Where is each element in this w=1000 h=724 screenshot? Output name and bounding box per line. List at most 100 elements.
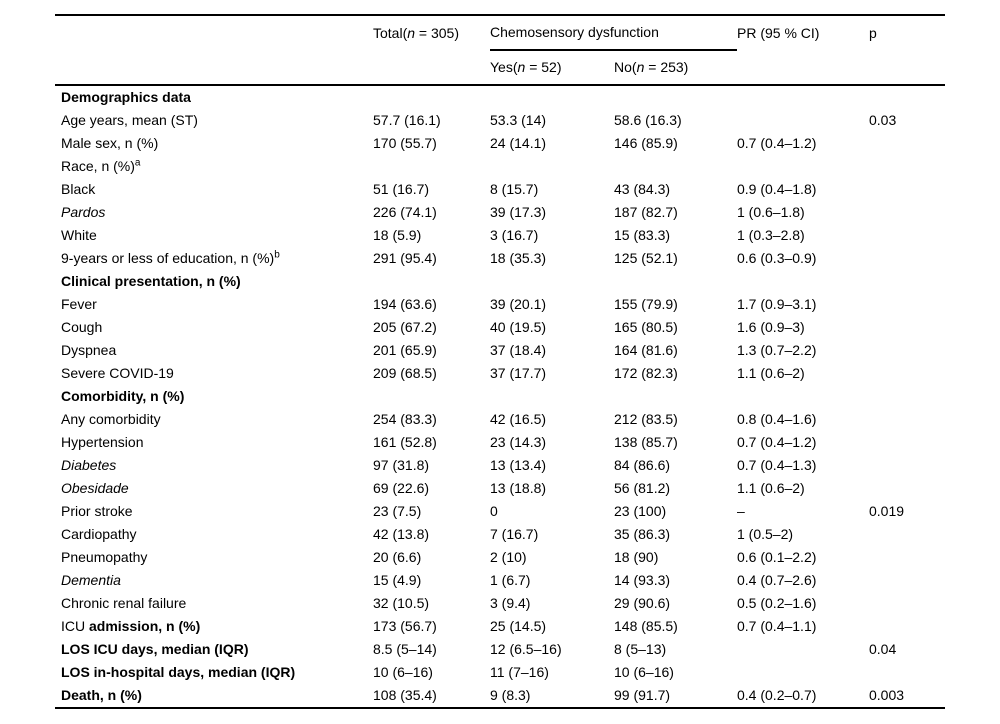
cell-p — [869, 385, 945, 408]
cell-yes: 2 (10) — [490, 549, 527, 566]
header-row-2: Yes(n = 52) No(n = 253) — [55, 50, 945, 86]
cell-total: 10 (6–16) — [373, 664, 433, 681]
row-label-text: Any comorbidity — [61, 411, 161, 428]
row-label: Severe COVID-19 — [55, 362, 373, 385]
header-empty — [55, 50, 373, 86]
cell-yes: 0 — [490, 503, 498, 520]
cell-pr — [737, 85, 869, 109]
cell-total: 57.7 (16.1) — [373, 112, 441, 129]
row-label: 9-years or less of education, n (%)b — [55, 247, 373, 270]
cell-yes: 37 (18.4) — [490, 342, 547, 359]
row-label: LOS ICU days, median (IQR) — [55, 638, 373, 661]
row-label: Prior stroke — [55, 500, 373, 523]
cell-p — [869, 316, 945, 339]
row-label: Clinical presentation, n (%) — [55, 270, 373, 293]
header-yes-pre: Yes( — [490, 59, 518, 76]
cell-yes: 1 (6.7) — [490, 572, 531, 589]
table-row: Pardos 226 (74.1) 39 (17.3) 187 (82.7) 1 (0.… — [55, 201, 945, 224]
row-label-text: LOS ICU days, median (IQR) — [61, 641, 249, 658]
cell-pr: 0.6 (0.3–0.9) — [737, 250, 817, 267]
header-empty — [737, 50, 869, 86]
cell-p — [869, 85, 945, 109]
row-label: Diabetes — [55, 454, 373, 477]
cell-p — [869, 592, 945, 615]
table-row: Cardiopathy 42 (13.8) 7 (16.7) 35 (86.3) 1 (… — [55, 523, 945, 546]
table-row: Hypertension 161 (52.8) 23 (14.3) 138 (85.7… — [55, 431, 945, 454]
cell-no — [614, 270, 737, 293]
cell-pr: 1.1 (0.6–2) — [737, 480, 805, 497]
cell-pr: 1 (0.3–2.8) — [737, 227, 805, 244]
cell-no: 43 (84.3) — [614, 181, 671, 198]
table-row: Pneumopathy 20 (6.6) 2 (10) 18 (90) 0.6 (0.1… — [55, 546, 945, 569]
cell-pr: 0.9 (0.4–1.8) — [737, 181, 817, 198]
row-label: Race, n (%)a — [55, 155, 373, 178]
row-label-text: Race, n (%) — [61, 158, 135, 175]
row-label: Obesidade — [55, 477, 373, 500]
table-row: Fever 194 (63.6) 39 (20.1) 155 (79.9) 1.7 (0… — [55, 293, 945, 316]
cell-total: 291 (95.4) — [373, 250, 437, 267]
cell-yes: 3 (9.4) — [490, 595, 531, 612]
row-label: White — [55, 224, 373, 247]
cell-no: 146 (85.9) — [614, 135, 678, 152]
cell-total: 205 (67.2) — [373, 319, 437, 336]
header-yes: Yes(n = 52) — [490, 50, 614, 86]
header-empty — [373, 50, 490, 86]
cell-p: 0.04 — [869, 641, 897, 658]
row-label-text: Chronic renal failure — [61, 595, 187, 612]
cell-total: 161 (52.8) — [373, 434, 437, 451]
cell-pr: 1 (0.5–2) — [737, 526, 794, 543]
cell-pr: 0.7 (0.4–1.1) — [737, 618, 817, 635]
cell-total: 209 (68.5) — [373, 365, 437, 382]
row-label: Pardos — [55, 201, 373, 224]
cell-yes: 39 (17.3) — [490, 204, 547, 221]
row-label: Dyspnea — [55, 339, 373, 362]
cell-yes: 37 (17.7) — [490, 365, 547, 382]
cell-pr: 0.7 (0.4–1.2) — [737, 434, 817, 451]
row-label: Hypertension — [55, 431, 373, 454]
row-label: Demographics data — [55, 85, 373, 109]
table-row: Dyspnea 201 (65.9) 37 (18.4) 164 (81.6) 1.3 … — [55, 339, 945, 362]
cell-no: 56 (81.2) — [614, 480, 671, 497]
cell-yes: 42 (16.5) — [490, 411, 547, 428]
table-row: Male sex, n (%) 170 (55.7) 24 (14.1) 146 (8… — [55, 132, 945, 155]
cell-pr — [737, 155, 869, 178]
cell-no: 212 (83.5) — [614, 411, 678, 428]
cell-yes: 13 (18.8) — [490, 480, 547, 497]
cell-no: 187 (82.7) — [614, 204, 678, 221]
table-row: 9-years or less of education, n (%)b 291 … — [55, 247, 945, 270]
cell-p — [869, 454, 945, 477]
row-label-text: Comorbidity, n (%) — [61, 388, 185, 405]
cell-no: 99 (91.7) — [614, 687, 671, 704]
cell-no: 35 (86.3) — [614, 526, 671, 543]
cell-p: 0.003 — [869, 687, 905, 704]
cell-total: 201 (65.9) — [373, 342, 437, 359]
cell-total: 254 (83.3) — [373, 411, 437, 428]
cell-no: 58.6 (16.3) — [614, 112, 682, 129]
cell-no: 14 (93.3) — [614, 572, 671, 589]
header-total-post: = 305) — [415, 24, 460, 41]
table-row: Severe COVID-19 209 (68.5) 37 (17.7) 172 (8… — [55, 362, 945, 385]
cell-pr — [737, 109, 869, 132]
cell-yes — [490, 385, 614, 408]
row-label: ICU admission, n (%) — [55, 615, 373, 638]
table-row: Diabetes 97 (31.8) 13 (13.4) 84 (86.6) 0.7 (… — [55, 454, 945, 477]
table-body: Demographics data Age years, mean (ST) 57.… — [55, 85, 945, 708]
cell-p — [869, 270, 945, 293]
header-yes-n: n — [517, 59, 526, 76]
row-label-text: LOS in-hospital days, median (IQR) — [61, 664, 296, 681]
header-no-n: n — [636, 59, 645, 76]
footnote-marker: b — [274, 249, 280, 261]
cell-no: 155 (79.9) — [614, 296, 678, 313]
cell-no: 10 (6–16) — [614, 664, 674, 681]
cell-no: 125 (52.1) — [614, 250, 678, 267]
cell-no: 23 (100) — [614, 503, 667, 520]
row-label-text: Hypertension — [61, 434, 144, 451]
cell-p — [869, 615, 945, 638]
cell-total — [373, 85, 490, 109]
row-label-text: Pardos — [61, 204, 106, 221]
row-label: Fever — [55, 293, 373, 316]
cell-yes: 7 (16.7) — [490, 526, 539, 543]
row-label: Black — [55, 178, 373, 201]
cell-p — [869, 155, 945, 178]
